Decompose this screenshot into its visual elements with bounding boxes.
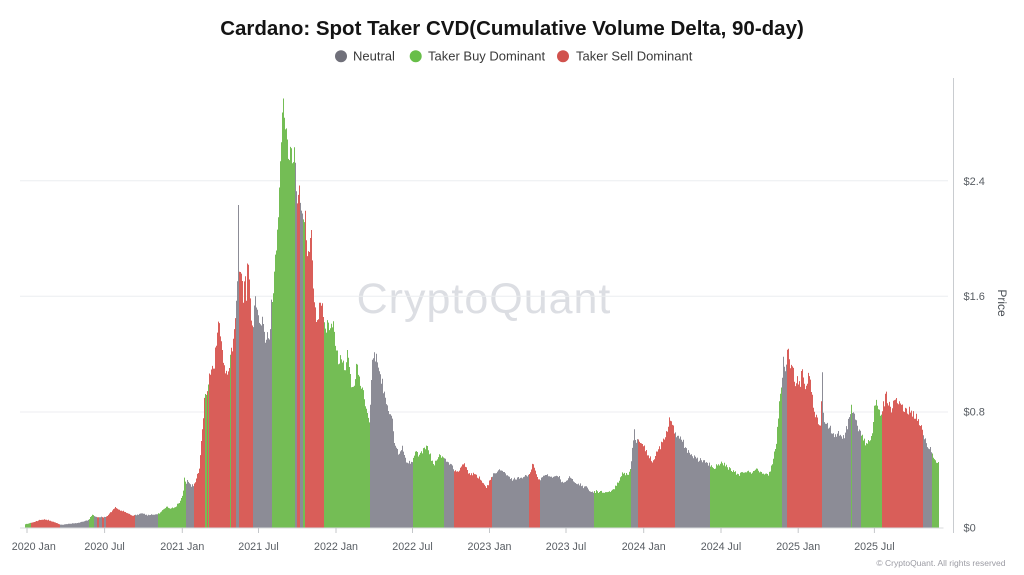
svg-text:2025 Jan: 2025 Jan bbox=[776, 541, 820, 553]
svg-text:$1.6: $1.6 bbox=[964, 291, 985, 303]
svg-text:Cardano: Spot Taker CVD(Cumula: Cardano: Spot Taker CVD(Cumulative Volum… bbox=[220, 17, 804, 40]
svg-text:Taker Sell Dominant: Taker Sell Dominant bbox=[576, 49, 693, 64]
svg-text:2022 Jan: 2022 Jan bbox=[314, 541, 358, 553]
svg-text:© CryptoQuant. All rights rese: © CryptoQuant. All rights reserved bbox=[876, 558, 1005, 568]
svg-text:2023 Jan: 2023 Jan bbox=[468, 541, 512, 553]
svg-text:2024 Jan: 2024 Jan bbox=[622, 541, 666, 553]
svg-text:2021 Jul: 2021 Jul bbox=[238, 541, 278, 553]
svg-text:$0.8: $0.8 bbox=[964, 407, 985, 419]
svg-text:Neutral: Neutral bbox=[353, 49, 395, 64]
svg-text:Taker Buy Dominant: Taker Buy Dominant bbox=[428, 49, 545, 64]
svg-text:2020 Jan: 2020 Jan bbox=[12, 541, 56, 553]
svg-text:2025 Jul: 2025 Jul bbox=[854, 541, 894, 553]
svg-text:CryptoQuant: CryptoQuant bbox=[357, 275, 612, 323]
svg-text:$0: $0 bbox=[964, 522, 976, 534]
svg-text:2023 Jul: 2023 Jul bbox=[546, 541, 586, 553]
svg-text:2021 Jan: 2021 Jan bbox=[160, 541, 204, 553]
svg-text:Price: Price bbox=[995, 289, 1009, 317]
svg-text:2022 Jul: 2022 Jul bbox=[392, 541, 432, 553]
svg-text:$2.4: $2.4 bbox=[964, 176, 985, 188]
svg-text:2020 Jul: 2020 Jul bbox=[84, 541, 124, 553]
svg-text:2024 Jul: 2024 Jul bbox=[701, 541, 741, 553]
